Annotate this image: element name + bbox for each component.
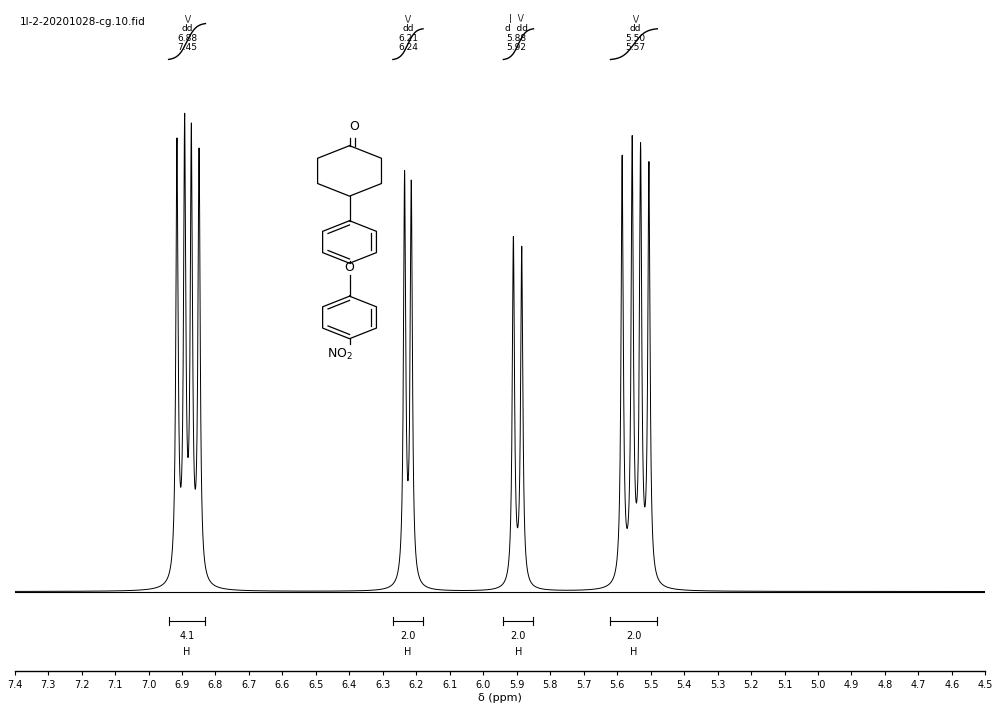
Text: |  \/: | \/: [509, 14, 524, 23]
Text: 6.24: 6.24: [398, 43, 418, 52]
Text: 6.21: 6.21: [398, 33, 418, 43]
Text: O: O: [345, 261, 354, 274]
Text: d  dd: d dd: [505, 24, 528, 33]
Text: 6.88: 6.88: [178, 33, 198, 43]
Text: dd: dd: [402, 24, 414, 33]
Text: 5.88: 5.88: [507, 33, 527, 43]
Text: H: H: [404, 648, 412, 657]
Text: H: H: [183, 648, 191, 657]
Text: 1I-2-20201028-cg.10.fid: 1I-2-20201028-cg.10.fid: [19, 17, 145, 27]
Text: 2.0: 2.0: [511, 631, 526, 641]
Text: 5.57: 5.57: [626, 43, 646, 52]
Text: 5.50: 5.50: [626, 33, 646, 43]
Text: NO$_2$: NO$_2$: [327, 346, 353, 362]
Text: 2.0: 2.0: [400, 631, 416, 641]
Text: dd: dd: [182, 24, 193, 33]
Text: 4.1: 4.1: [179, 631, 195, 641]
X-axis label: δ (ppm): δ (ppm): [478, 693, 522, 703]
Text: H: H: [515, 648, 522, 657]
Text: dd: dd: [630, 24, 641, 33]
Text: O: O: [349, 120, 359, 133]
Text: \/: \/: [633, 14, 639, 23]
Text: H: H: [630, 648, 638, 657]
Text: \/: \/: [185, 14, 191, 23]
Text: 2.0: 2.0: [626, 631, 642, 641]
Text: 5.92: 5.92: [507, 43, 527, 52]
Text: \/: \/: [405, 14, 411, 23]
Text: 7.45: 7.45: [178, 43, 198, 52]
